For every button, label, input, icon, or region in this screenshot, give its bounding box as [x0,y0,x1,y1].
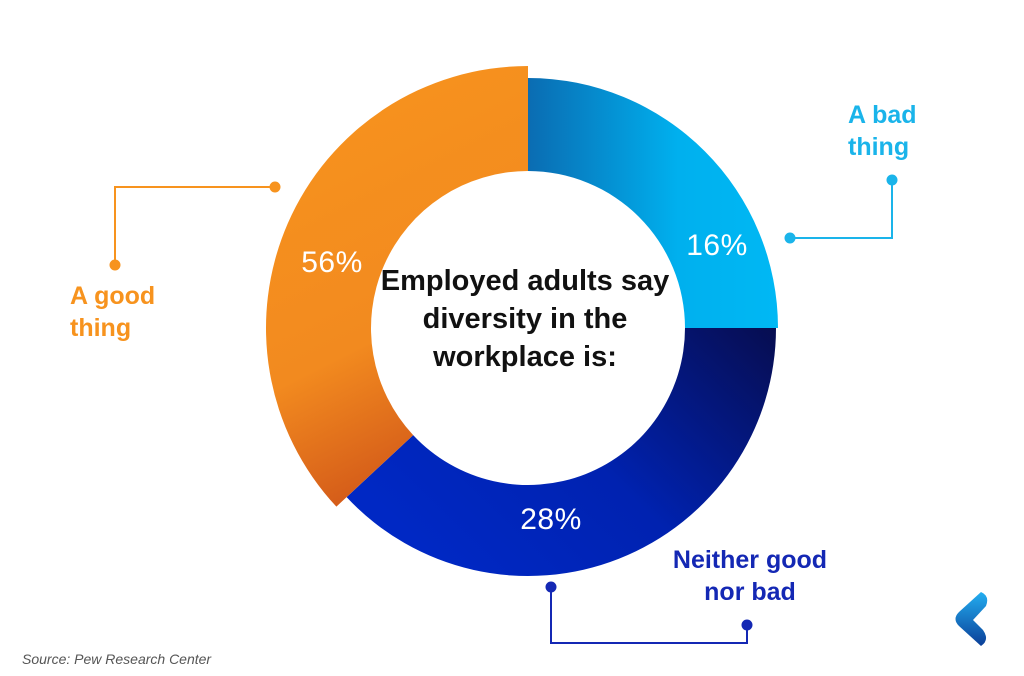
legend-label-bad: A bad thing [848,101,917,161]
legend-label-good: A good thing [70,282,156,342]
brand-logo-icon [955,592,988,646]
leader-bad [784,174,898,244]
leader-neither [545,581,753,644]
value-label-neither: 28% [520,503,582,536]
title-bold: diversity [422,303,542,335]
value-label-bad: 16% [686,229,748,262]
slice-neither [346,328,776,576]
legend-label-neither: Neither good nor bad [672,546,828,606]
source-note: Source: Pew Research Center [22,651,212,667]
value-label-good: 56% [301,246,363,279]
slice-good [266,66,528,507]
title-pre: Employed adults say [380,265,670,297]
slice-bad [528,78,778,328]
chart-title: Employed adults say diversity in the wor… [375,262,675,376]
title-post: in the workplace is: [433,303,628,373]
leader-good [109,181,281,271]
